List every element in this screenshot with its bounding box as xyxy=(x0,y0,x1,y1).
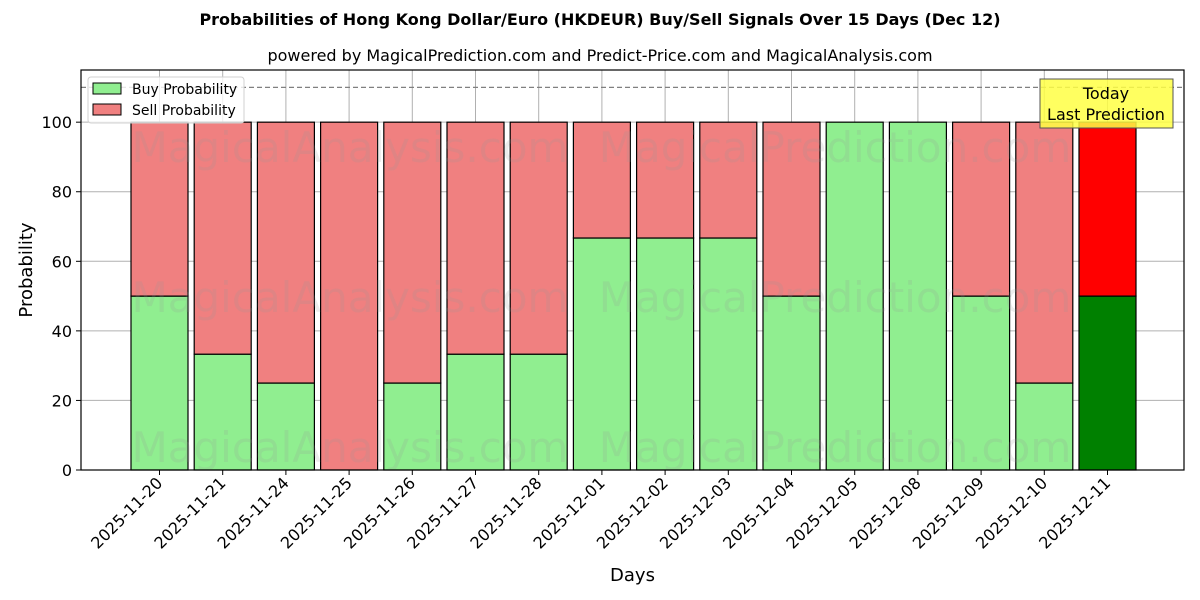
y-tick-label: 80 xyxy=(52,183,72,202)
sell-bar xyxy=(951,121,1011,297)
x-axis-label: Days xyxy=(610,565,655,586)
sell-bar xyxy=(509,121,568,355)
legend-swatch-sell xyxy=(92,103,122,116)
sell-bar xyxy=(762,121,821,297)
y-axis-label: Probability xyxy=(16,222,37,317)
legend-label-buy: Buy Probability xyxy=(132,82,237,98)
buy-bar xyxy=(572,237,632,471)
sell-bar xyxy=(635,121,695,239)
chart-title: Probabilities of Hong Kong Dollar/Euro (… xyxy=(199,10,1001,29)
sell-bar xyxy=(1015,121,1074,384)
y-tick-label: 20 xyxy=(52,391,72,410)
annotation-line1: Today xyxy=(1082,84,1129,103)
plot-frame xyxy=(80,69,1185,471)
chart-subtitle: powered by MagicalPrediction.com and Pre… xyxy=(267,46,933,65)
watermark: MagicalPrediction.com xyxy=(599,273,1072,322)
sell-bar xyxy=(1078,121,1137,297)
buy-bar xyxy=(1078,295,1137,471)
sell-bar xyxy=(256,121,315,384)
sell-bar xyxy=(572,121,632,239)
watermark: MagicalPrediction.com xyxy=(599,123,1072,172)
watermark: MagicalAnalysis.com xyxy=(132,123,569,172)
buy-bar xyxy=(888,121,948,471)
buy-bar xyxy=(383,382,442,471)
y-tick-label: 0 xyxy=(62,461,72,480)
sell-bar xyxy=(446,121,505,355)
today-annotation xyxy=(1039,78,1174,129)
buy-bar xyxy=(635,237,695,471)
y-tick-label: 100 xyxy=(41,113,72,132)
sell-bar xyxy=(320,121,379,471)
y-tick-label: 60 xyxy=(52,252,72,271)
y-tick-label: 40 xyxy=(52,322,72,341)
annotation-line2: Last Prediction xyxy=(1047,105,1165,124)
buy-bar xyxy=(825,121,884,471)
watermark: MagicalPrediction.com xyxy=(599,423,1072,472)
sell-bar xyxy=(699,121,758,239)
sell-bar xyxy=(193,121,252,355)
watermark: MagicalAnalysis.com xyxy=(132,273,569,322)
watermark: MagicalAnalysis.com xyxy=(132,423,569,472)
legend-swatch-buy xyxy=(92,82,122,95)
legend-label-sell: Sell Probability xyxy=(132,103,236,119)
buy-bar xyxy=(130,295,189,471)
sell-bar xyxy=(383,121,442,384)
legend xyxy=(87,76,245,124)
